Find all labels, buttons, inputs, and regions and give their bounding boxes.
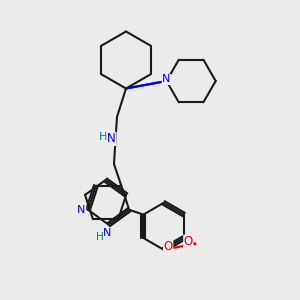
Text: H: H xyxy=(96,232,104,242)
Text: N: N xyxy=(77,205,86,215)
Text: H: H xyxy=(99,132,107,142)
Text: O: O xyxy=(184,235,193,248)
Text: O: O xyxy=(164,240,173,253)
Text: N: N xyxy=(103,228,111,238)
Text: N: N xyxy=(162,74,171,85)
Text: N: N xyxy=(107,132,116,146)
